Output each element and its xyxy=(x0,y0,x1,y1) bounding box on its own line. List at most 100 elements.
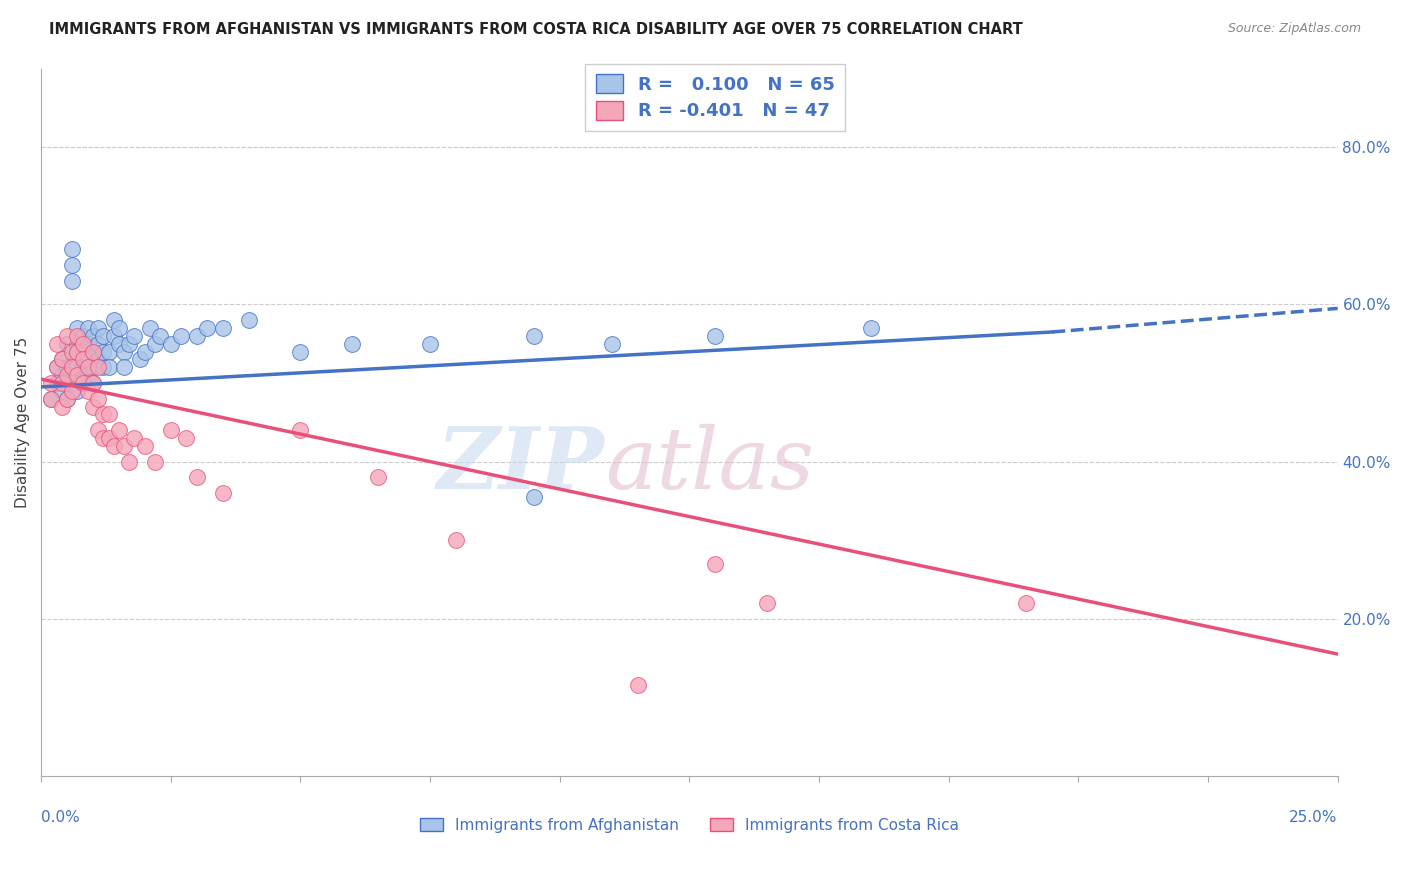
Point xyxy=(93,360,115,375)
Point xyxy=(523,490,546,504)
Point xyxy=(82,376,104,390)
Point xyxy=(108,423,131,437)
Point xyxy=(134,439,156,453)
Point xyxy=(60,384,83,398)
Legend: R =   0.100   N = 65, R = -0.401   N = 47: R = 0.100 N = 65, R = -0.401 N = 47 xyxy=(585,63,845,131)
Point xyxy=(176,431,198,445)
Point xyxy=(76,360,98,375)
Point xyxy=(76,384,98,398)
Point xyxy=(342,336,364,351)
Point xyxy=(72,329,94,343)
Point xyxy=(56,368,79,383)
Point xyxy=(211,321,233,335)
Point xyxy=(60,243,83,257)
Point xyxy=(93,431,115,445)
Point xyxy=(87,392,110,406)
Point xyxy=(56,376,79,390)
Point xyxy=(45,336,67,351)
Point xyxy=(124,329,146,343)
Point xyxy=(103,439,125,453)
Point xyxy=(290,423,312,437)
Point xyxy=(143,454,166,468)
Point xyxy=(72,344,94,359)
Point xyxy=(66,368,89,383)
Point xyxy=(60,344,83,359)
Point xyxy=(87,352,110,367)
Point xyxy=(45,376,67,390)
Point xyxy=(72,376,94,390)
Point xyxy=(82,376,104,390)
Point xyxy=(72,336,94,351)
Point xyxy=(82,360,104,375)
Point xyxy=(82,329,104,343)
Point xyxy=(56,392,79,406)
Point xyxy=(112,360,135,375)
Text: 0.0%: 0.0% xyxy=(41,810,80,825)
Point xyxy=(45,360,67,375)
Point xyxy=(76,352,98,367)
Point xyxy=(51,376,73,390)
Point xyxy=(626,678,648,692)
Point xyxy=(51,352,73,367)
Point xyxy=(76,368,98,383)
Point xyxy=(444,533,467,548)
Point xyxy=(112,439,135,453)
Point xyxy=(195,321,218,335)
Point xyxy=(367,470,389,484)
Point xyxy=(108,321,131,335)
Point xyxy=(704,329,727,343)
Point xyxy=(93,329,115,343)
Text: IMMIGRANTS FROM AFGHANISTAN VS IMMIGRANTS FROM COSTA RICA DISABILITY AGE OVER 75: IMMIGRANTS FROM AFGHANISTAN VS IMMIGRANT… xyxy=(49,22,1024,37)
Point xyxy=(128,352,150,367)
Point xyxy=(66,336,89,351)
Point xyxy=(124,431,146,445)
Point xyxy=(60,274,83,288)
Point xyxy=(51,368,73,383)
Point xyxy=(170,329,193,343)
Point xyxy=(41,392,63,406)
Point xyxy=(97,360,120,375)
Point xyxy=(76,336,98,351)
Point xyxy=(41,376,63,390)
Point xyxy=(159,336,181,351)
Point xyxy=(290,344,312,359)
Point xyxy=(118,454,141,468)
Point xyxy=(149,329,172,343)
Point xyxy=(60,360,83,375)
Point xyxy=(238,313,260,327)
Text: ZIP: ZIP xyxy=(437,423,605,507)
Point xyxy=(93,344,115,359)
Point xyxy=(186,329,208,343)
Text: 25.0%: 25.0% xyxy=(1289,810,1337,825)
Point xyxy=(51,384,73,398)
Point xyxy=(41,392,63,406)
Point xyxy=(66,344,89,359)
Point xyxy=(87,321,110,335)
Point xyxy=(66,321,89,335)
Point xyxy=(82,344,104,359)
Point xyxy=(211,486,233,500)
Point xyxy=(87,360,110,375)
Point xyxy=(60,376,83,390)
Point xyxy=(60,258,83,272)
Text: atlas: atlas xyxy=(605,424,814,506)
Point xyxy=(66,384,89,398)
Point xyxy=(103,313,125,327)
Point xyxy=(56,392,79,406)
Point xyxy=(143,336,166,351)
Point xyxy=(139,321,162,335)
Point xyxy=(66,360,89,375)
Point xyxy=(523,329,546,343)
Point xyxy=(87,336,110,351)
Point xyxy=(82,400,104,414)
Point xyxy=(66,329,89,343)
Point xyxy=(186,470,208,484)
Point xyxy=(66,344,89,359)
Point xyxy=(419,336,441,351)
Point xyxy=(82,344,104,359)
Point xyxy=(87,423,110,437)
Point xyxy=(108,336,131,351)
Point xyxy=(51,352,73,367)
Point xyxy=(76,321,98,335)
Point xyxy=(134,344,156,359)
